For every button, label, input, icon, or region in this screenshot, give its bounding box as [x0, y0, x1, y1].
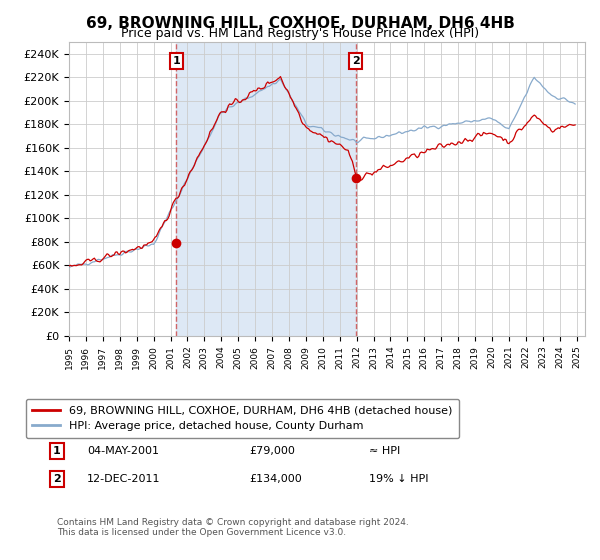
Text: 12-DEC-2011: 12-DEC-2011	[87, 474, 161, 484]
Text: 19% ↓ HPI: 19% ↓ HPI	[369, 474, 428, 484]
Text: Contains HM Land Registry data © Crown copyright and database right 2024.
This d: Contains HM Land Registry data © Crown c…	[57, 518, 409, 538]
Text: 04-MAY-2001: 04-MAY-2001	[87, 446, 159, 456]
Text: Price paid vs. HM Land Registry's House Price Index (HPI): Price paid vs. HM Land Registry's House …	[121, 27, 479, 40]
Text: £134,000: £134,000	[249, 474, 302, 484]
Legend: 69, BROWNING HILL, COXHOE, DURHAM, DH6 4HB (detached house), HPI: Average price,: 69, BROWNING HILL, COXHOE, DURHAM, DH6 4…	[26, 399, 459, 438]
Text: 1: 1	[53, 446, 61, 456]
Text: 2: 2	[352, 56, 359, 66]
Text: ≈ HPI: ≈ HPI	[369, 446, 400, 456]
Text: 1: 1	[173, 56, 181, 66]
Text: 2: 2	[53, 474, 61, 484]
Bar	[176, 42, 356, 336]
Text: 69, BROWNING HILL, COXHOE, DURHAM, DH6 4HB: 69, BROWNING HILL, COXHOE, DURHAM, DH6 4…	[86, 16, 514, 31]
Text: £79,000: £79,000	[249, 446, 295, 456]
